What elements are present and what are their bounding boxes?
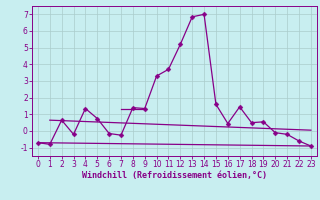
X-axis label: Windchill (Refroidissement éolien,°C): Windchill (Refroidissement éolien,°C) [82,171,267,180]
